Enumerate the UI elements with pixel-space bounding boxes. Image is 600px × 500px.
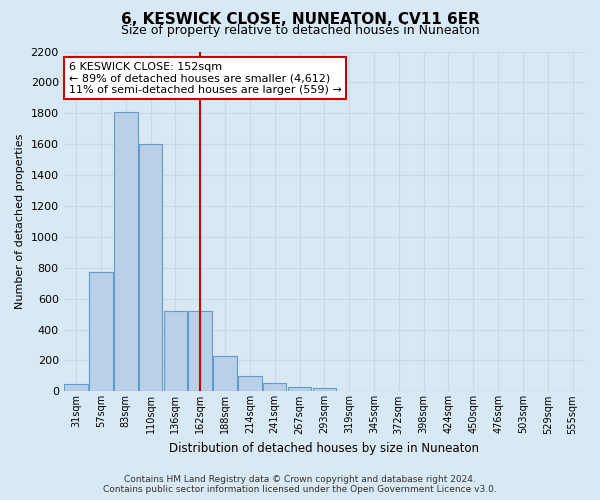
Bar <box>64 384 88 392</box>
Bar <box>89 272 113 392</box>
Text: Contains HM Land Registry data © Crown copyright and database right 2024.
Contai: Contains HM Land Registry data © Crown c… <box>103 474 497 494</box>
Y-axis label: Number of detached properties: Number of detached properties <box>15 134 25 309</box>
Bar <box>238 376 262 392</box>
Bar <box>188 311 212 392</box>
Text: 6, KESWICK CLOSE, NUNEATON, CV11 6ER: 6, KESWICK CLOSE, NUNEATON, CV11 6ER <box>121 12 479 28</box>
X-axis label: Distribution of detached houses by size in Nuneaton: Distribution of detached houses by size … <box>169 442 479 455</box>
Text: 6 KESWICK CLOSE: 152sqm
← 89% of detached houses are smaller (4,612)
11% of semi: 6 KESWICK CLOSE: 152sqm ← 89% of detache… <box>69 62 341 95</box>
Bar <box>288 387 311 392</box>
Bar <box>114 112 137 392</box>
Bar <box>139 144 163 392</box>
Bar <box>313 388 336 392</box>
Bar <box>213 356 237 392</box>
Bar <box>263 383 286 392</box>
Text: Size of property relative to detached houses in Nuneaton: Size of property relative to detached ho… <box>121 24 479 37</box>
Bar <box>164 311 187 392</box>
